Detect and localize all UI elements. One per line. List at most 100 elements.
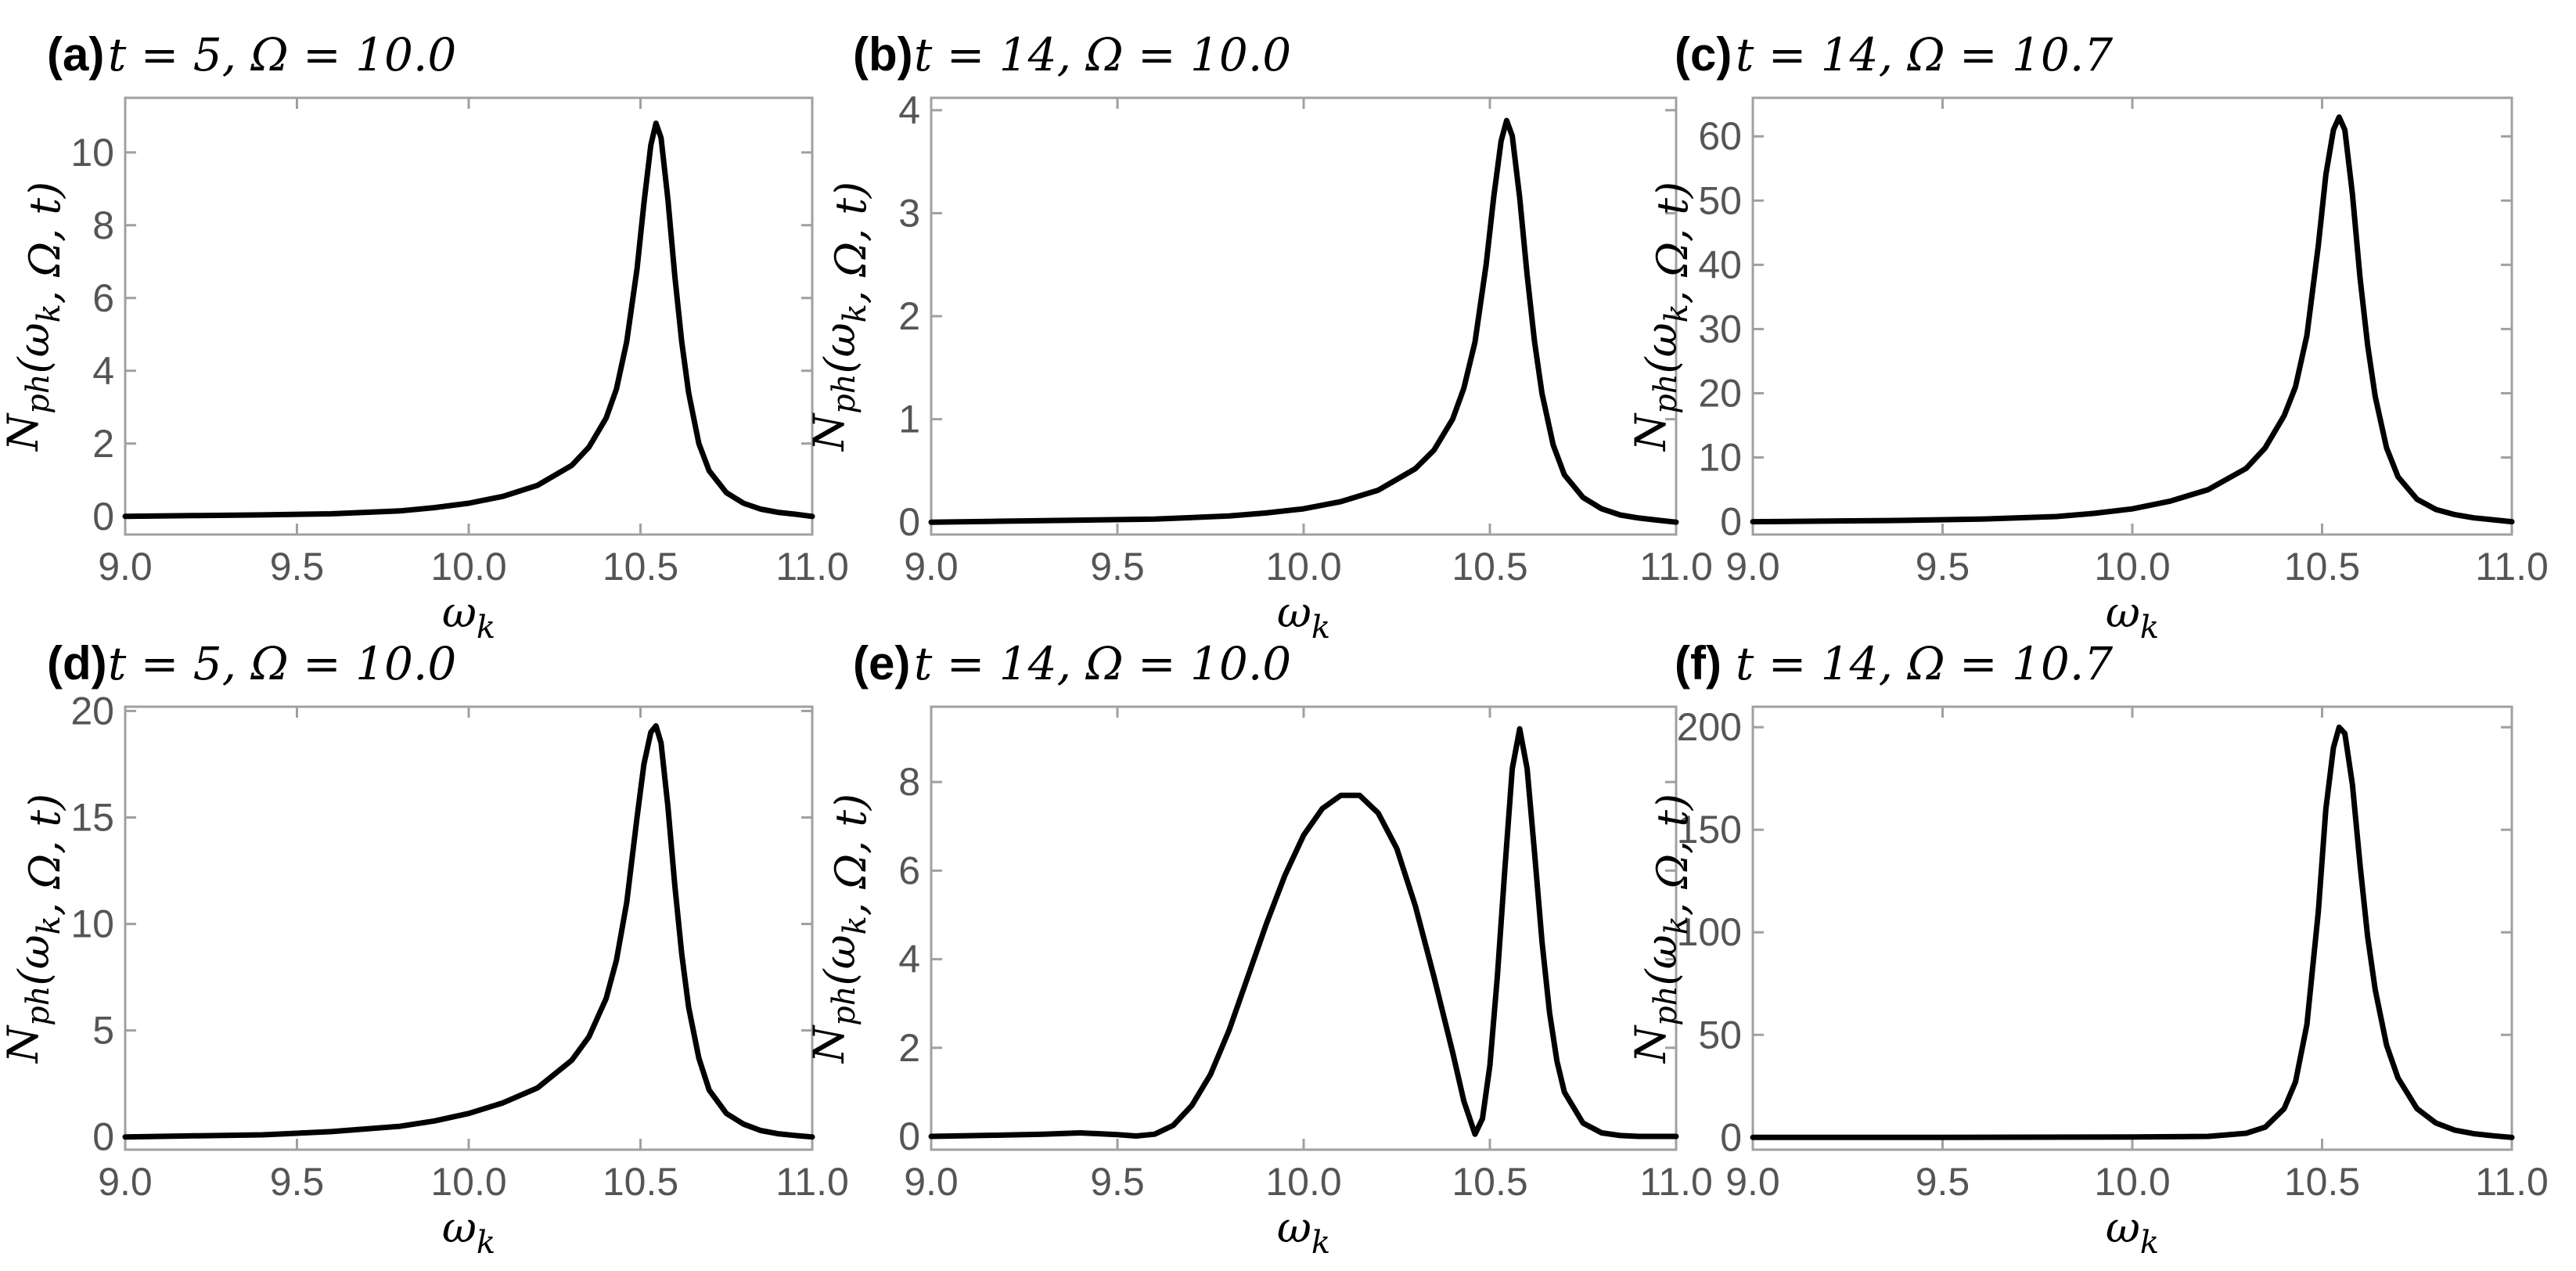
- x-axis-label: ωk: [442, 1203, 495, 1261]
- y-tick-label: 100: [1677, 910, 1742, 954]
- x-tick-label: 9.5: [270, 545, 325, 589]
- y-tick-label: 20: [1698, 371, 1742, 415]
- x-tick-label: 11.0: [2475, 1160, 2549, 1204]
- series-line: [122, 723, 815, 1140]
- y-tick-label: 0: [1720, 1115, 1742, 1159]
- x-tick-label: 10.0: [2094, 545, 2170, 589]
- x-axis-label: ωk: [2106, 1203, 2159, 1261]
- chart-panel-d: (d) t = 5, Ω = 10.0 9.0 9.5 10.0 10.5 11.0 0 5 10…: [0, 637, 849, 1261]
- y-tick-label: 40: [1698, 243, 1742, 286]
- x-tick-label: 9.5: [1916, 1160, 1970, 1204]
- y-tick-label: 50: [1698, 178, 1742, 222]
- y-tick-label: 150: [1677, 808, 1742, 852]
- x-tick-label: 10.0: [430, 1160, 506, 1204]
- plot-frame: [1751, 96, 2513, 536]
- y-tick-label: 0: [898, 500, 920, 544]
- chart-panel-a: (a) t = 5, Ω = 10.0 9.0 9.5 10.0 10.5 11.0 0 2 4 6…: [0, 28, 849, 646]
- y-tick-label: 5: [92, 1009, 114, 1053]
- x-tick-label: 10.5: [1452, 1160, 1527, 1204]
- y-tick-label: 20: [70, 689, 114, 733]
- plot-frame: [1751, 705, 2513, 1151]
- x-tick-label: 10.5: [2284, 1160, 2360, 1204]
- series-line: [1750, 114, 2515, 525]
- panel-label: (d): [47, 637, 107, 690]
- x-tick-label: 9.0: [904, 1160, 959, 1204]
- chart-panel-f: (f) t = 14, Ω = 10.79.0 9.5 10.0 10.5 11.0050…: [1626, 637, 2549, 1261]
- chart-panel-c: (c) t = 14, Ω = 10.79.0 9.5 10.0 10.5 11.0010…: [1626, 28, 2549, 646]
- y-tick-label: 2: [92, 422, 114, 466]
- y-tick-label: 0: [92, 1115, 114, 1159]
- panel-subtitle: t = 14, Ω = 10.7: [1736, 637, 2113, 690]
- x-tick-label: 11.0: [1639, 1160, 1713, 1204]
- panel-subtitle: t = 5, Ω = 10.0: [108, 28, 456, 81]
- y-axis-label: Nph(ωk, Ω, t): [1626, 182, 1697, 452]
- y-tick-label: 4: [898, 88, 920, 132]
- y-tick-label: 2: [898, 1026, 920, 1070]
- panel-subtitle: t = 14, Ω = 10.0: [914, 637, 1291, 690]
- panel-subtitle: t = 14, Ω = 10.0: [914, 28, 1291, 81]
- x-axis-label: ωk: [2106, 588, 2159, 646]
- y-tick-label: 8: [898, 760, 920, 804]
- x-tick-label: 9.5: [1916, 545, 1970, 589]
- x-tick-label: 9.5: [1090, 1160, 1145, 1204]
- x-tick-label: 10.0: [1265, 545, 1341, 589]
- x-tick-label: 10.0: [1265, 1160, 1341, 1204]
- y-axis-label: Nph(ωk, Ω, t): [0, 182, 70, 452]
- y-tick-label: 10: [70, 131, 114, 175]
- y-tick-label: 4: [898, 938, 920, 981]
- panel-label: (b): [853, 28, 913, 81]
- x-tick-label: 11.0: [775, 1160, 849, 1204]
- y-axis-label: Nph(ωk, Ω, t): [1626, 794, 1697, 1064]
- y-tick-label: 30: [1698, 307, 1742, 351]
- y-axis-label: Nph(ωk, Ω, t): [804, 182, 876, 452]
- y-tick-label: 10: [1698, 436, 1742, 480]
- x-tick-label: 10.5: [603, 1160, 678, 1204]
- y-tick-label: 60: [1698, 114, 1742, 158]
- y-tick-label: 0: [92, 495, 114, 538]
- x-tick-label: 10.5: [2284, 545, 2360, 589]
- panel-label: (e): [853, 637, 910, 690]
- x-tick-label: 9.5: [270, 1160, 325, 1204]
- y-axis-label: Nph(ωk, Ω, t): [0, 794, 70, 1064]
- x-tick-label: 9.0: [1725, 1160, 1780, 1204]
- x-tick-label: 11.0: [775, 545, 849, 589]
- panel-label: (c): [1675, 28, 1732, 81]
- y-axis-label: Nph(ωk, Ω, t): [804, 794, 876, 1064]
- x-axis-label: ωk: [1277, 1203, 1330, 1261]
- x-tick-label: 9.0: [904, 545, 959, 589]
- x-tick-label: 10.0: [2094, 1160, 2170, 1204]
- y-tick-label: 200: [1677, 705, 1742, 749]
- y-tick-label: 4: [92, 349, 114, 393]
- y-tick-label: 6: [898, 848, 920, 892]
- x-tick-label: 10.5: [603, 545, 678, 589]
- y-tick-label: 2: [898, 294, 920, 338]
- series-line: [122, 121, 815, 520]
- x-tick-label: 10.5: [1452, 545, 1527, 589]
- panel-label: (f): [1675, 637, 1722, 690]
- x-tick-label: 11.0: [2475, 545, 2549, 589]
- panel-subtitle: t = 5, Ω = 10.0: [108, 637, 456, 690]
- y-tick-label: 8: [92, 203, 114, 247]
- y-tick-label: 15: [70, 796, 114, 840]
- series-line: [928, 117, 1679, 525]
- y-tick-label: 10: [70, 902, 114, 946]
- x-tick-label: 9.0: [98, 545, 153, 589]
- panel-label: (a): [47, 28, 104, 81]
- series-line: [1750, 724, 2515, 1140]
- x-tick-label: 9.5: [1090, 545, 1145, 589]
- y-tick-label: 0: [898, 1114, 920, 1158]
- series-line: [928, 726, 1679, 1140]
- x-tick-label: 9.0: [1725, 545, 1780, 589]
- x-tick-label: 10.0: [430, 545, 506, 589]
- x-tick-label: 9.0: [98, 1160, 153, 1204]
- x-tick-label: 11.0: [1639, 545, 1713, 589]
- y-tick-label: 1: [898, 398, 920, 441]
- y-tick-label: 50: [1698, 1013, 1742, 1057]
- panel-subtitle: t = 14, Ω = 10.7: [1736, 28, 2113, 81]
- chart-panel-b: (b) t = 14, Ω = 10.0 9.0 9.5 10.0 10.5 11.0 0 1 2…: [804, 28, 1713, 646]
- chart-panel-e: (e) t = 14, Ω = 10.0 9.0 9.5 10.0 10.5 11.0 0 2 4…: [804, 637, 1713, 1261]
- y-tick-label: 3: [898, 191, 920, 235]
- y-tick-label: 0: [1720, 500, 1742, 544]
- y-tick-label: 6: [92, 276, 114, 320]
